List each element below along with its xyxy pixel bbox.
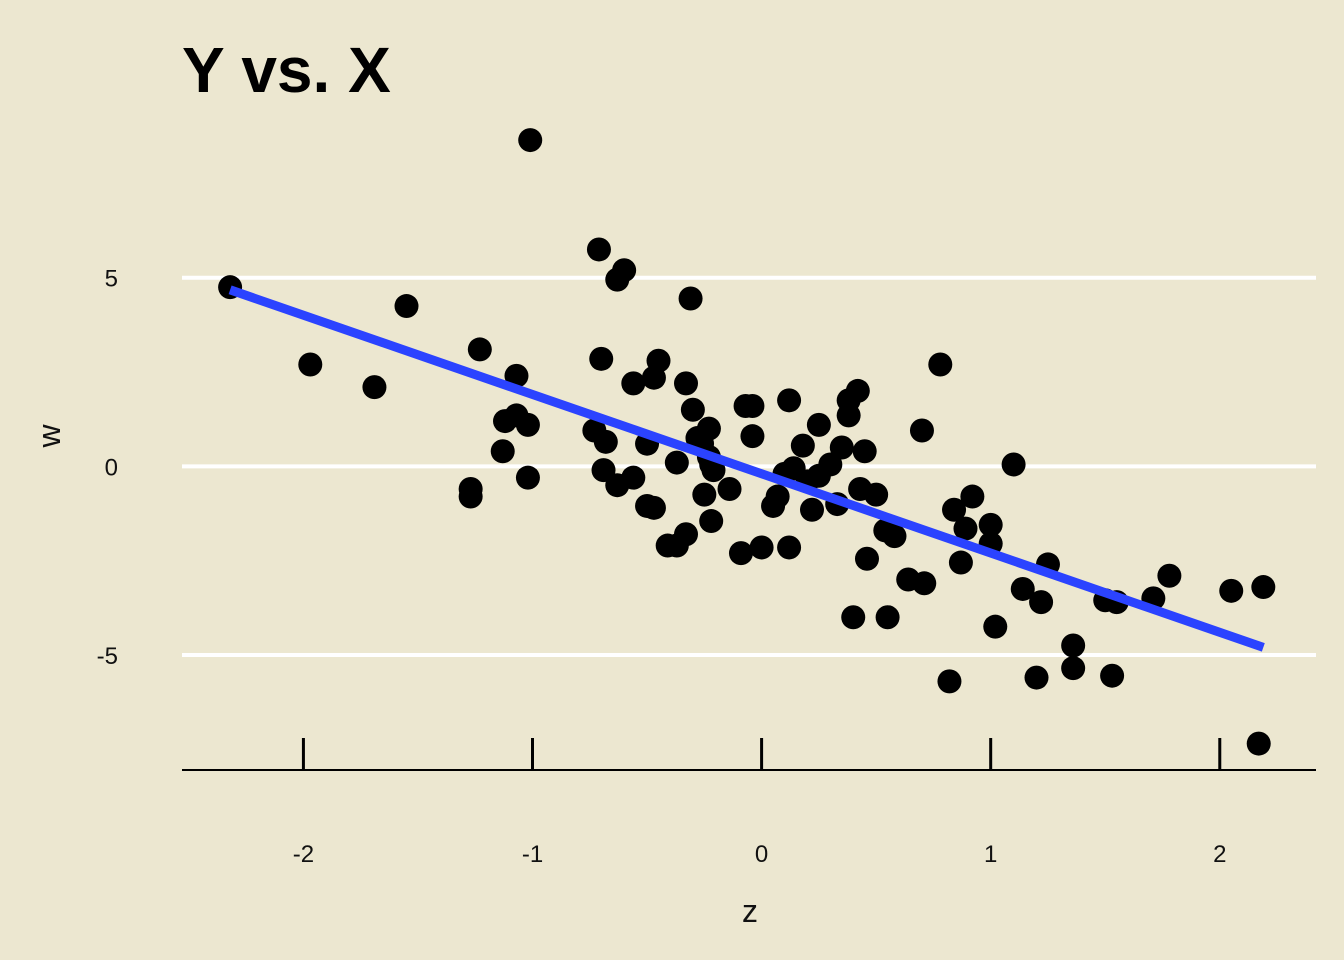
data-point <box>589 346 614 371</box>
data-point <box>467 337 492 362</box>
data-point <box>882 524 907 549</box>
x-axis-label: z <box>742 893 758 929</box>
data-point <box>909 418 934 443</box>
data-point <box>845 378 870 403</box>
data-point <box>1100 663 1125 688</box>
data-point <box>518 128 543 153</box>
data-point <box>394 294 419 319</box>
data-point <box>612 258 637 283</box>
data-point <box>806 412 831 437</box>
data-point <box>1251 575 1276 600</box>
y-tick-label: 5 <box>105 266 118 293</box>
x-tick-label: -2 <box>293 841 314 868</box>
data-point <box>1219 578 1244 603</box>
data-point <box>678 286 703 311</box>
data-point <box>912 571 937 596</box>
data-point <box>852 439 877 464</box>
data-point <box>1001 452 1026 477</box>
y-tick-label: -5 <box>97 643 118 670</box>
data-point <box>864 482 889 507</box>
data-point <box>800 497 824 522</box>
data-point <box>854 546 879 571</box>
regression-line-group <box>228 285 1265 652</box>
x-tick-label: -1 <box>522 841 543 868</box>
data-point <box>490 439 515 464</box>
data-point <box>699 509 724 534</box>
data-point <box>829 435 854 460</box>
data-point <box>298 352 323 377</box>
data-point <box>928 352 953 377</box>
data-point <box>621 465 646 490</box>
chart-title: Y vs. X <box>182 34 391 106</box>
data-point <box>515 465 540 490</box>
data-point <box>948 550 973 575</box>
data-point <box>362 375 387 400</box>
y-tick-label: 0 <box>105 454 118 481</box>
y-axis-label: w <box>31 424 67 449</box>
data-point <box>646 348 671 373</box>
data-point <box>777 535 802 560</box>
data-point <box>740 424 765 449</box>
data-point <box>875 605 900 630</box>
data-point <box>728 541 753 566</box>
data-point <box>1246 731 1271 756</box>
regression-line <box>228 285 1265 652</box>
x-tick-label: 2 <box>1213 841 1226 868</box>
data-point <box>942 497 967 522</box>
data-point <box>740 393 765 418</box>
data-point <box>504 363 529 388</box>
data-point <box>696 416 721 441</box>
data-point <box>674 522 698 547</box>
y-axis-tick-labels: -5 0 5 <box>97 266 118 670</box>
data-point <box>717 476 742 501</box>
data-point <box>1024 665 1049 690</box>
data-point <box>953 516 978 541</box>
data-point <box>641 495 666 520</box>
data-point <box>621 371 646 396</box>
data-point <box>1061 633 1086 658</box>
data-point <box>790 433 815 458</box>
data-point <box>749 535 774 560</box>
data-point <box>586 237 611 262</box>
data-point <box>978 512 1003 537</box>
data-point <box>983 614 1008 639</box>
data-point <box>818 452 843 477</box>
data-points <box>218 128 1276 756</box>
x-tick-label: 1 <box>984 841 997 868</box>
data-point <box>841 605 866 630</box>
data-point <box>674 371 698 396</box>
data-point <box>937 669 962 694</box>
data-point <box>1010 576 1035 601</box>
x-tick-label: 0 <box>755 841 768 868</box>
data-point <box>777 388 802 413</box>
data-point <box>458 484 483 509</box>
data-point <box>1157 563 1182 588</box>
data-point <box>765 484 790 509</box>
data-point <box>1029 590 1054 615</box>
x-axis: -2 -1 0 1 2 <box>182 738 1316 868</box>
data-point <box>1061 656 1086 681</box>
data-point <box>515 412 540 437</box>
data-point <box>680 397 705 422</box>
data-point <box>593 429 618 454</box>
data-point <box>701 458 726 483</box>
data-point <box>692 482 717 507</box>
data-point <box>960 484 985 509</box>
data-point <box>664 450 689 475</box>
